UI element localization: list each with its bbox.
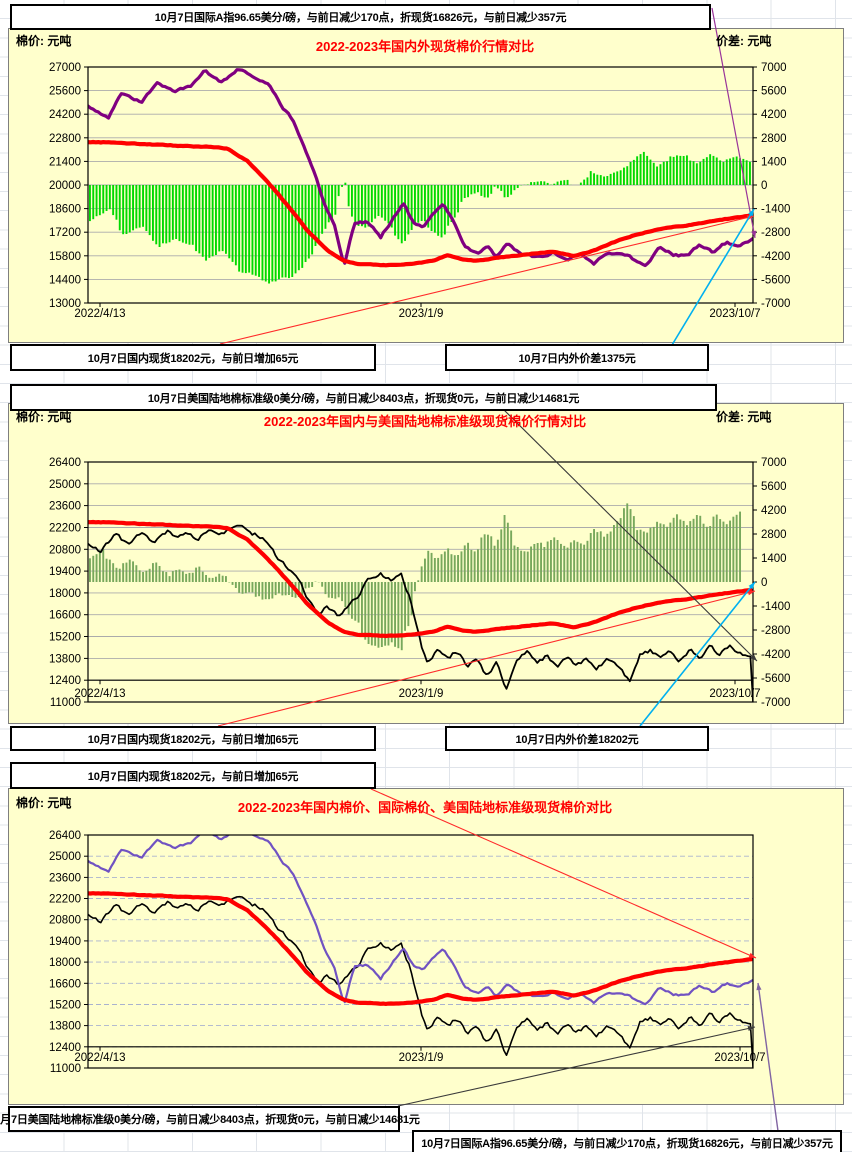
callout-text: 10月7日美国陆地棉标准级0美分/磅，与前日减少8403点，折现货0元，与前日减… [147, 392, 580, 405]
chart1-title: 2022-2023年国内外现货棉价行情对比 [315, 39, 535, 54]
callout-text: 10月7日美国陆地棉标准级0美分/磅，与前日减少8403点，折现货0元，与前日减… [0, 1114, 420, 1126]
callout-domestic-spot-chart1[interactable]: 10月7日国内现货18202元，与前日增加65元 [10, 344, 376, 371]
callout-text: 10月7日国内现货18202元，与前日增加65元 [87, 352, 299, 365]
callout-international-a-index-bottom[interactable]: 10月7日国际A指96.65美分/磅，与前日减少170点，折现货16826元，与… [412, 1130, 842, 1152]
chart3-left-axis-unit: 棉价: 元吨 [16, 796, 72, 810]
callout-text: 10月7日国际A指96.65美分/磅，与前日减少170点，折现货16826元，与… [421, 1138, 833, 1150]
callout-text: 10月7日国际A指96.65美分/磅，与前日减少170点，折现货16826元，与… [154, 12, 567, 24]
chart-panel-3[interactable] [8, 788, 844, 1105]
chart1-right-axis-unit: 价差: 元吨 [716, 34, 772, 48]
callout-price-gap-chart1[interactable]: 10月7日内外价差1375元 [445, 344, 709, 371]
callout-price-gap-chart2[interactable]: 10月7日内外价差18202元 [445, 726, 709, 751]
callout-us-cotton-bottom[interactable]: 10月7日美国陆地棉标准级0美分/磅，与前日减少8403点，折现货0元，与前日减… [0, 1106, 420, 1132]
callout-text: 10月7日国内现货18202元，与前日增加65元 [87, 733, 299, 746]
chart-panel-1[interactable] [8, 28, 844, 343]
chart-panel-2[interactable] [8, 403, 844, 724]
chart2-right-axis-unit: 价差: 元吨 [716, 410, 772, 424]
callout-text: 10月7日内外价差18202元 [515, 733, 639, 746]
callout-domestic-spot-chart3[interactable]: 10月7日国内现货18202元，与前日增加65元 [10, 762, 376, 789]
callout-text: 10月7日国内现货18202元，与前日增加65元 [87, 770, 299, 783]
chart1-left-axis-unit: 棉价: 元吨 [16, 34, 72, 48]
chart2-left-axis-unit: 棉价: 元吨 [16, 410, 72, 424]
chart3-title: 2022-2023年国内棉价、国际棉价、美国陆地标准级现货棉价对比 [237, 800, 613, 815]
callout-domestic-spot-chart2[interactable]: 10月7日国内现货18202元，与前日增加65元 [10, 726, 376, 751]
callout-us-cotton-chart2[interactable]: 10月7日美国陆地棉标准级0美分/磅，与前日减少8403点，折现货0元，与前日减… [10, 384, 717, 411]
callout-international-a-index-top[interactable]: 10月7日国际A指96.65美分/磅，与前日减少170点，折现货16826元，与… [10, 4, 711, 30]
callout-text: 10月7日内外价差1375元 [518, 352, 636, 365]
